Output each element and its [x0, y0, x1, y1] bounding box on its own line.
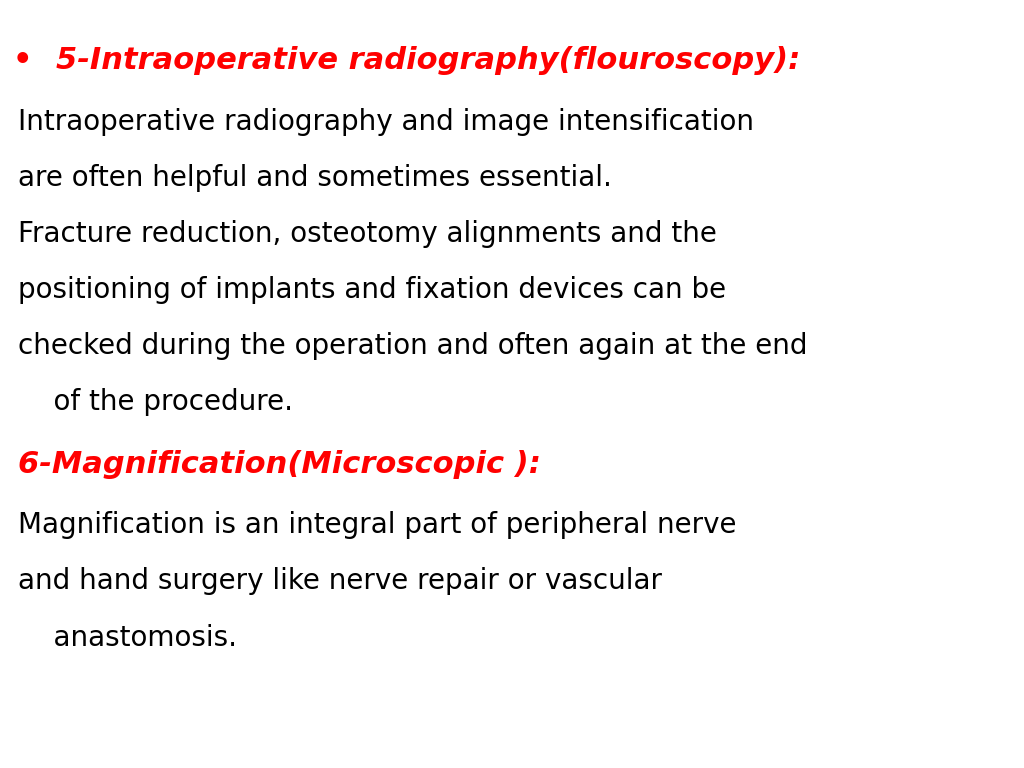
Text: Intraoperative radiography and image intensification: Intraoperative radiography and image int… [18, 108, 755, 136]
Text: 5-Intraoperative radiography(flouroscopy):: 5-Intraoperative radiography(flouroscopy… [56, 46, 801, 75]
Text: checked during the operation and often again at the end: checked during the operation and often a… [18, 332, 808, 360]
Text: and hand surgery like nerve repair or vascular: and hand surgery like nerve repair or va… [18, 568, 663, 595]
Text: Fracture reduction, osteotomy alignments and the: Fracture reduction, osteotomy alignments… [18, 220, 717, 248]
Text: anastomosis.: anastomosis. [18, 624, 238, 651]
Text: Magnification is an integral part of peripheral nerve: Magnification is an integral part of per… [18, 511, 737, 539]
Text: 6-Magnification(Microscopic ):: 6-Magnification(Microscopic ): [18, 450, 542, 478]
Text: •: • [12, 46, 32, 75]
Text: positioning of implants and fixation devices can be: positioning of implants and fixation dev… [18, 276, 727, 304]
Text: are often helpful and sometimes essential.: are often helpful and sometimes essentia… [18, 164, 612, 192]
Text: of the procedure.: of the procedure. [18, 388, 294, 416]
